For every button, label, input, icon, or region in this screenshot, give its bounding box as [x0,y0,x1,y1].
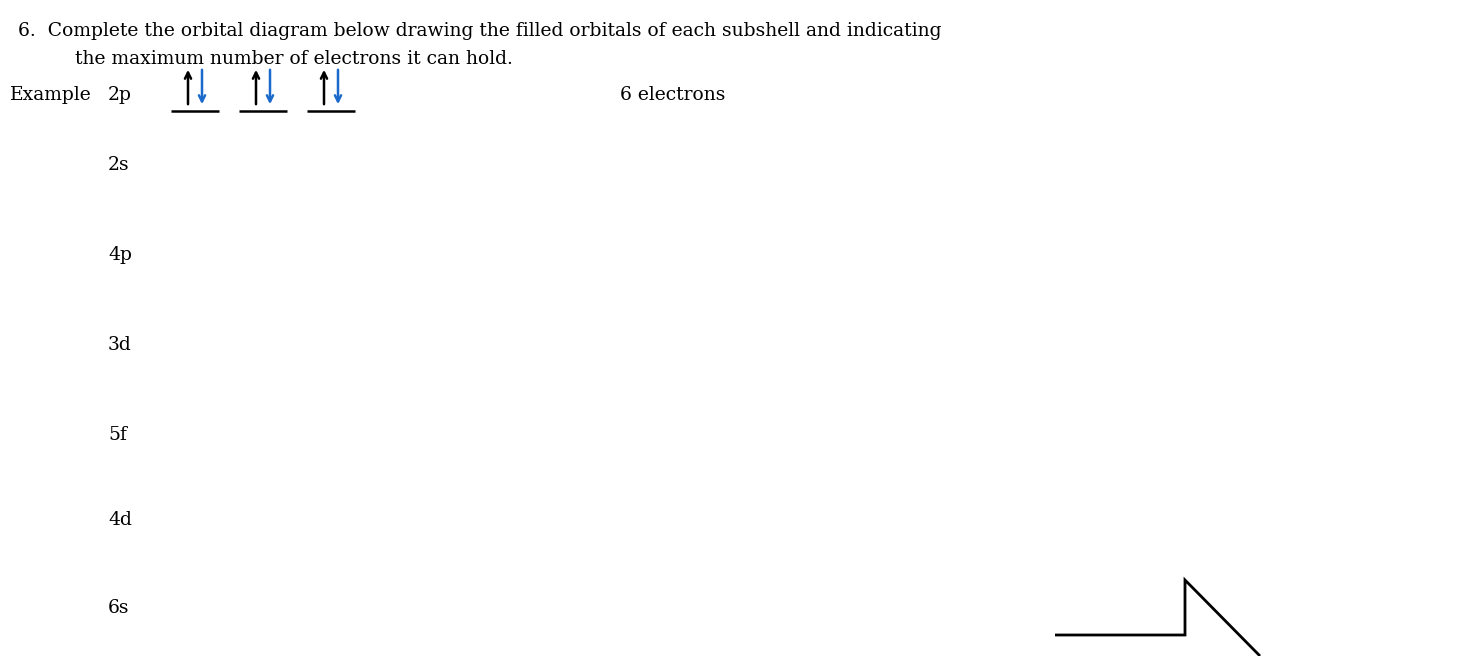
Text: 6 electrons: 6 electrons [619,86,725,104]
Text: 3d: 3d [109,336,132,354]
Text: the maximum number of electrons it can hold.: the maximum number of electrons it can h… [75,50,512,68]
Text: 5f: 5f [109,426,126,444]
Text: Example: Example [10,86,91,104]
Text: 6s: 6s [109,599,129,617]
Text: 2s: 2s [109,156,129,174]
Text: 4d: 4d [109,511,132,529]
Text: 4p: 4p [109,246,132,264]
Text: 2p: 2p [109,86,132,104]
Text: 6.  Complete the orbital diagram below drawing the filled orbitals of each subsh: 6. Complete the orbital diagram below dr… [18,22,941,40]
